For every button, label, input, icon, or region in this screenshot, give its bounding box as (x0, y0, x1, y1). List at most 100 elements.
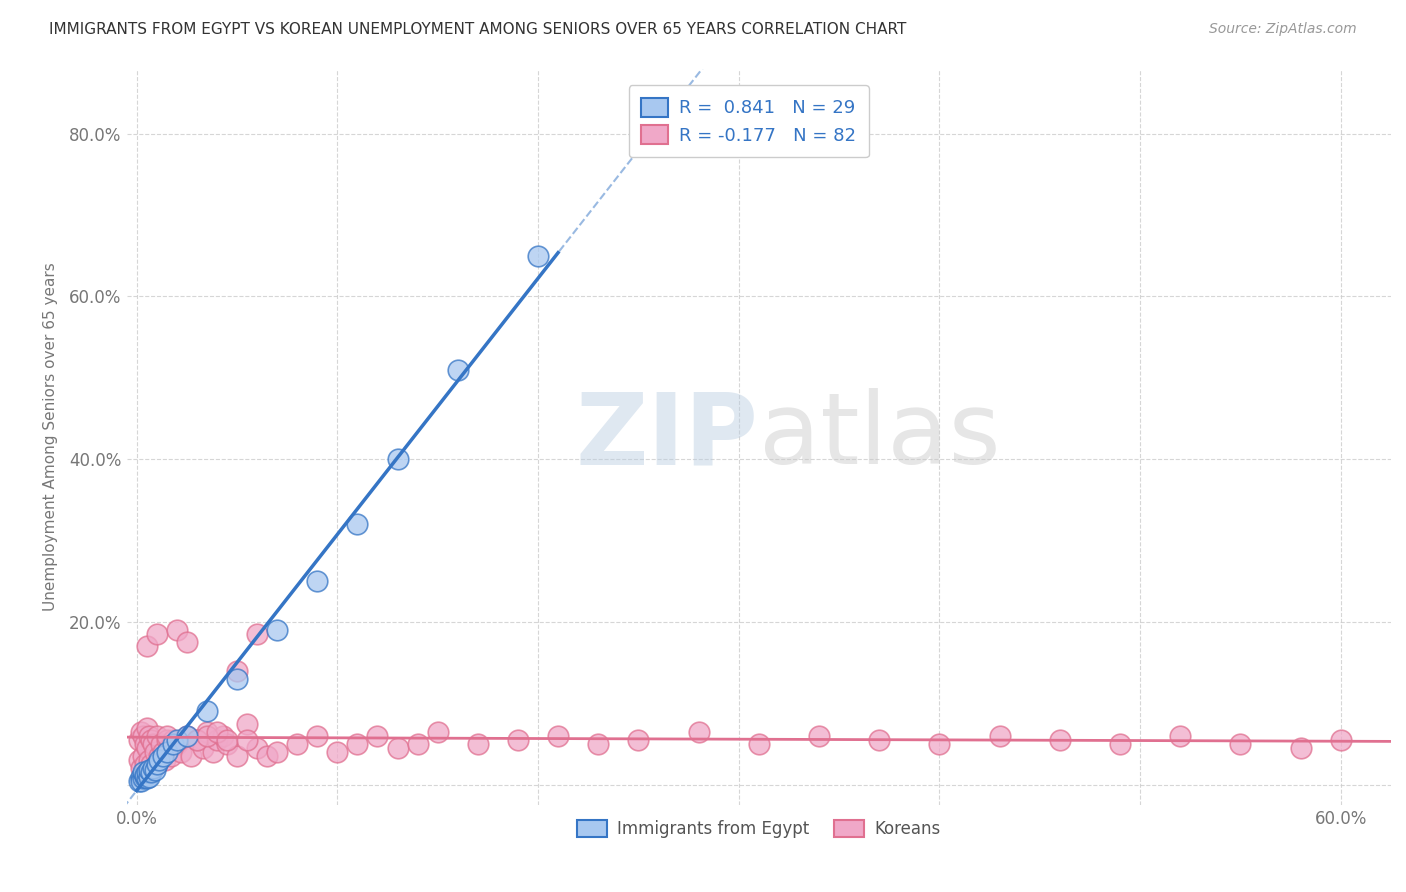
Point (142, 737, 165, 751)
Point (128, 753, 150, 767)
Point (447, 362, 470, 376)
Point (307, 729, 329, 743)
Point (131, 765, 153, 780)
Point (195, 705, 218, 719)
Point (138, 770, 160, 784)
Point (139, 732, 162, 747)
Point (166, 737, 188, 751)
Point (162, 737, 184, 751)
Point (527, 249, 550, 263)
Point (748, 737, 770, 751)
Point (426, 724, 449, 739)
Point (143, 763, 166, 777)
Point (131, 729, 153, 743)
Point (1049, 732, 1071, 747)
Point (346, 517, 368, 532)
Legend: Immigrants from Egypt, Koreans: Immigrants from Egypt, Koreans (571, 813, 948, 845)
Point (166, 732, 188, 747)
Point (135, 765, 157, 780)
Point (928, 737, 950, 751)
Point (1289, 741, 1312, 756)
Point (326, 745, 349, 759)
Point (135, 640, 157, 654)
Point (387, 452, 409, 467)
Point (134, 768, 156, 782)
Point (266, 623, 288, 637)
Point (129, 770, 152, 784)
Point (149, 737, 172, 751)
Point (134, 737, 156, 751)
Point (195, 724, 218, 739)
Point (176, 635, 198, 649)
Point (186, 732, 208, 747)
Point (467, 737, 489, 751)
Point (215, 732, 238, 747)
Point (205, 732, 228, 747)
Point (201, 745, 224, 759)
Point (143, 745, 166, 759)
Point (256, 749, 278, 764)
Point (226, 749, 249, 764)
Point (129, 773, 152, 788)
Point (135, 721, 157, 735)
Point (1168, 729, 1191, 743)
Text: ZIP: ZIP (576, 388, 759, 485)
Point (159, 749, 181, 764)
Point (226, 672, 249, 686)
Point (215, 737, 238, 751)
Point (236, 716, 259, 731)
Text: Source: ZipAtlas.com: Source: ZipAtlas.com (1209, 22, 1357, 37)
Point (246, 627, 269, 641)
Point (135, 765, 157, 780)
Point (1109, 737, 1132, 751)
Point (366, 729, 388, 743)
Point (134, 770, 156, 784)
Point (156, 745, 179, 759)
Point (145, 757, 167, 772)
Point (156, 732, 179, 747)
Point (139, 765, 162, 780)
Point (131, 771, 153, 785)
Point (387, 741, 409, 756)
Point (129, 724, 152, 739)
Point (688, 724, 710, 739)
Point (266, 745, 288, 759)
Point (145, 757, 167, 772)
Point (139, 757, 162, 772)
Point (148, 753, 170, 767)
Point (406, 737, 429, 751)
Point (131, 749, 153, 764)
Text: IMMIGRANTS FROM EGYPT VS KOREAN UNEMPLOYMENT AMONG SENIORS OVER 65 YEARS CORRELA: IMMIGRANTS FROM EGYPT VS KOREAN UNEMPLOY… (49, 22, 907, 37)
Point (176, 729, 198, 743)
Point (170, 745, 193, 759)
Point (191, 741, 214, 756)
Point (212, 729, 235, 743)
Point (157, 741, 180, 756)
Point (808, 729, 831, 743)
Point (868, 732, 890, 747)
Point (162, 732, 184, 747)
Text: atlas: atlas (759, 388, 1001, 485)
Point (506, 732, 529, 747)
Point (152, 749, 174, 764)
Point (166, 623, 188, 637)
Point (135, 741, 157, 756)
Point (128, 732, 150, 747)
Point (547, 729, 569, 743)
Point (988, 729, 1011, 743)
Point (236, 732, 259, 747)
Point (129, 761, 152, 775)
Point (307, 574, 329, 589)
Point (134, 757, 156, 772)
Point (176, 729, 198, 743)
Point (226, 664, 249, 678)
Point (138, 729, 160, 743)
Point (186, 732, 208, 747)
Point (142, 761, 165, 775)
Point (138, 753, 160, 767)
Point (205, 724, 228, 739)
Point (1330, 732, 1353, 747)
Point (246, 741, 269, 756)
Point (142, 761, 165, 775)
Point (586, 737, 609, 751)
